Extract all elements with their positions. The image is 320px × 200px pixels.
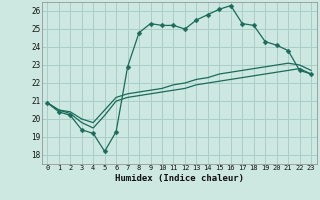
X-axis label: Humidex (Indice chaleur): Humidex (Indice chaleur) [115, 174, 244, 183]
